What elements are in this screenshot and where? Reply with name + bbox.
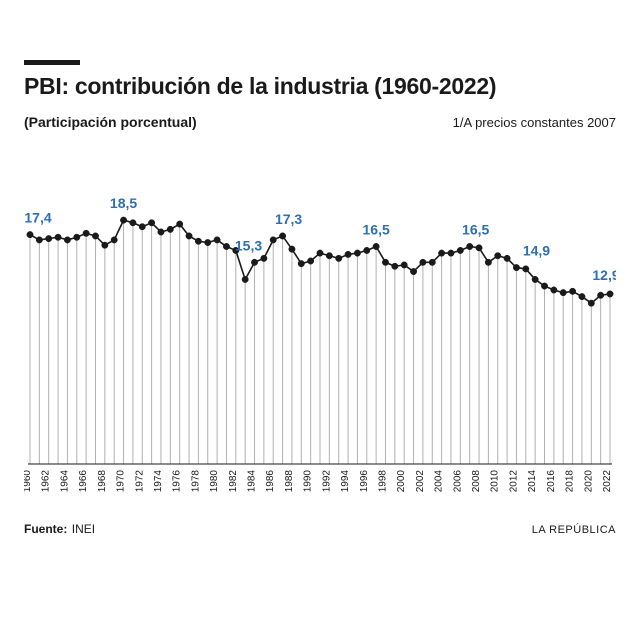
- svg-text:1994: 1994: [340, 470, 351, 493]
- source: Fuente: INEI: [24, 520, 95, 538]
- chart-svg: 1960 1962 1964 1966 1968 1970 1972 1974 1976 1978…: [24, 136, 616, 506]
- svg-text:2022: 2022: [602, 470, 613, 493]
- svg-text:14,9: 14,9: [523, 243, 550, 259]
- svg-text:12,9: 12,9: [592, 267, 616, 283]
- subtitle-row: (Participación porcentual) 1/A precios c…: [24, 114, 616, 130]
- footer: Fuente: INEI LA REPÚBLICA: [24, 520, 616, 538]
- svg-text:2010: 2010: [490, 470, 501, 493]
- svg-text:1968: 1968: [97, 470, 108, 493]
- svg-text:1970: 1970: [116, 470, 127, 493]
- svg-text:1990: 1990: [303, 470, 314, 493]
- svg-text:2004: 2004: [434, 470, 445, 493]
- svg-text:2006: 2006: [452, 470, 463, 493]
- svg-text:1964: 1964: [59, 470, 70, 493]
- svg-text:1982: 1982: [228, 470, 239, 493]
- svg-text:17,3: 17,3: [275, 211, 302, 227]
- svg-text:1980: 1980: [209, 470, 220, 493]
- chart-subtitle: (Participación porcentual): [24, 114, 197, 130]
- svg-text:1988: 1988: [284, 470, 295, 493]
- svg-text:1984: 1984: [247, 470, 258, 493]
- svg-text:1962: 1962: [41, 470, 52, 493]
- svg-text:18,5: 18,5: [110, 195, 137, 211]
- svg-text:2002: 2002: [415, 470, 426, 493]
- svg-text:1978: 1978: [190, 470, 201, 493]
- svg-text:1992: 1992: [321, 470, 332, 493]
- chart-area: 1960 1962 1964 1966 1968 1970 1972 1974 1976 1978…: [24, 136, 616, 506]
- svg-text:16,5: 16,5: [462, 222, 489, 238]
- svg-text:1976: 1976: [172, 470, 183, 493]
- svg-text:1966: 1966: [78, 470, 89, 493]
- svg-text:15,3: 15,3: [235, 237, 262, 253]
- svg-text:2018: 2018: [565, 470, 576, 493]
- publisher: LA REPÚBLICA: [532, 524, 616, 536]
- svg-text:2020: 2020: [583, 470, 594, 493]
- source-value: INEI: [72, 522, 95, 536]
- chart-note: 1/A precios constantes 2007: [453, 115, 616, 130]
- svg-text:1960: 1960: [24, 470, 33, 493]
- accent-bar: [24, 60, 80, 65]
- svg-text:17,4: 17,4: [24, 210, 51, 226]
- source-label: Fuente:: [24, 522, 67, 536]
- svg-text:1986: 1986: [265, 470, 276, 493]
- svg-text:1996: 1996: [359, 470, 370, 493]
- svg-text:1998: 1998: [377, 470, 388, 493]
- svg-text:1974: 1974: [153, 470, 164, 493]
- svg-text:2016: 2016: [546, 470, 557, 493]
- svg-text:2012: 2012: [508, 470, 519, 493]
- svg-text:1972: 1972: [134, 470, 145, 493]
- svg-text:2014: 2014: [527, 470, 538, 493]
- svg-text:16,5: 16,5: [363, 222, 390, 238]
- chart-title: PBI: contribución de la industria (1960-…: [24, 73, 616, 100]
- svg-text:2008: 2008: [471, 470, 482, 493]
- svg-text:2000: 2000: [396, 470, 407, 493]
